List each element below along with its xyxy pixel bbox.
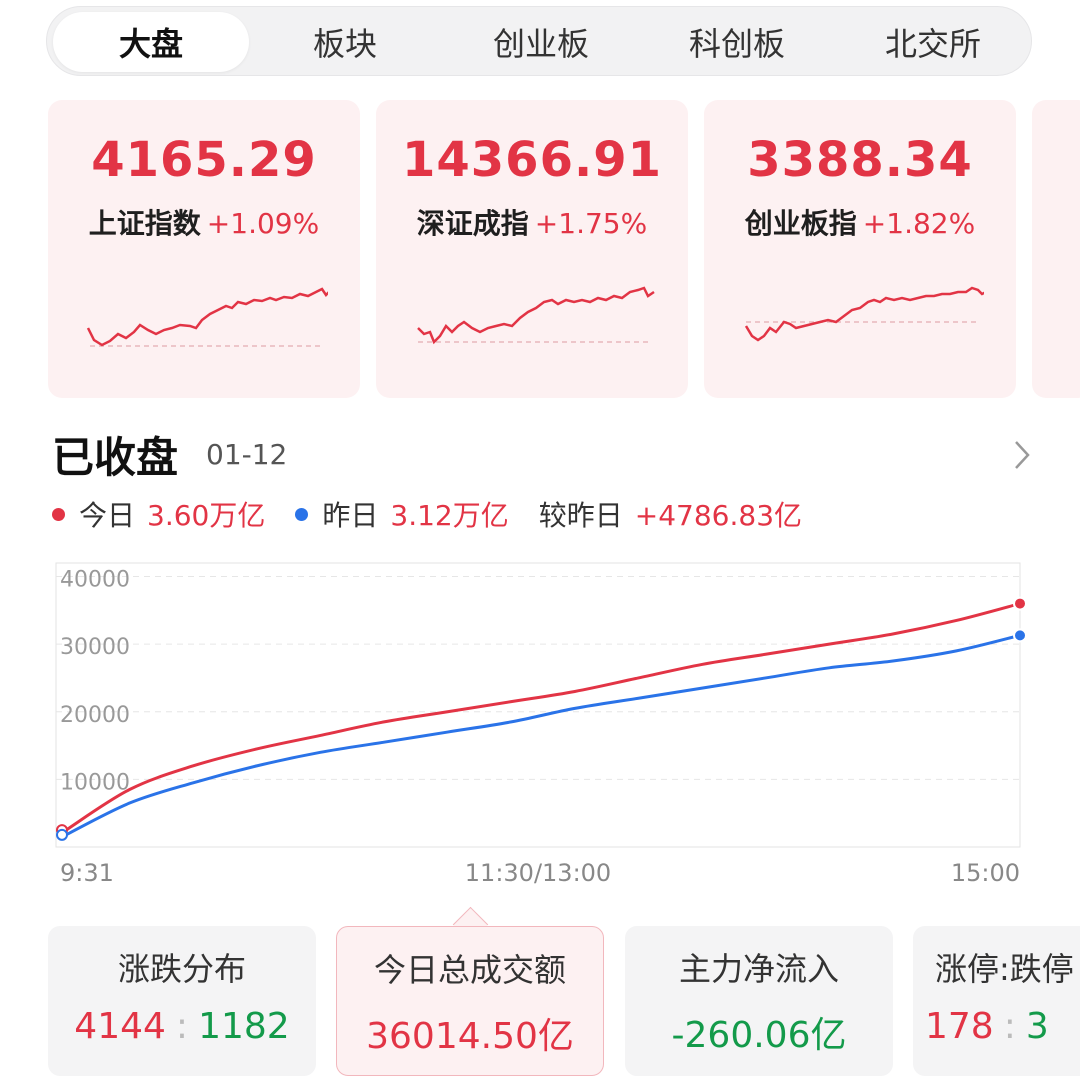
index-sparkline bbox=[744, 286, 984, 342]
turnover-legend: 今日 3.60万亿 昨日 3.12万亿 较昨日 +4786.83亿 bbox=[52, 494, 802, 534]
chart-frame bbox=[55, 562, 1021, 848]
index-card-partial[interactable] bbox=[1032, 100, 1080, 398]
stat-title: 涨停:跌停 bbox=[935, 950, 1074, 988]
index-sparkline bbox=[417, 286, 655, 345]
legend-today-label: 今日 bbox=[79, 499, 136, 532]
tab-star-market[interactable]: 科创板 bbox=[688, 25, 785, 63]
stat-title: 今日总成交额 bbox=[373, 951, 566, 989]
y-tick-label: 20000 bbox=[60, 703, 130, 728]
y-tick-label: 40000 bbox=[60, 568, 130, 593]
series-end-point bbox=[1013, 628, 1027, 643]
index-sparkline bbox=[86, 287, 328, 347]
stat-title: 主力净流入 bbox=[678, 950, 839, 988]
stat-card-main-net-inflow[interactable]: 主力净流入 -260.06亿 bbox=[625, 926, 893, 1076]
index-change: +1.09% bbox=[206, 207, 320, 240]
y-tick-label: 10000 bbox=[60, 770, 130, 795]
market-status-title: 已收盘 bbox=[52, 433, 179, 482]
series-start-point bbox=[56, 828, 68, 841]
stat-card-total-turnover[interactable]: 今日总成交额 36014.50亿 bbox=[336, 926, 604, 1076]
legend-compare-value: +4786.83亿 bbox=[634, 499, 803, 532]
main-net-inflow-value: -260.06亿 bbox=[671, 1015, 847, 1056]
market-tab-bar: 大盘 板块 创业板 科创板 北交所 bbox=[46, 6, 1032, 76]
legend-today-value: 3.60万亿 bbox=[147, 499, 266, 532]
index-name: 深证成指 bbox=[416, 207, 529, 240]
tab-market-overview[interactable]: 大盘 bbox=[53, 12, 249, 72]
limit-down-count: 3 bbox=[1025, 1006, 1049, 1047]
stat-card-limit-up-down[interactable]: 涨停:跌停 178:3 bbox=[913, 926, 1080, 1076]
index-price: 4165.29 bbox=[91, 132, 317, 188]
legend-yesterday-label: 昨日 bbox=[322, 499, 379, 532]
index-name: 创业板指 bbox=[744, 207, 857, 240]
index-card-chinext[interactable]: 3388.34 创业板指 +1.82% bbox=[704, 100, 1016, 398]
turnover-chart[interactable]: 10000 20000 30000 40000 9:31 11:30/13:00 15:0… bbox=[0, 555, 1080, 895]
index-card-szse[interactable]: 14366.91 深证成指 +1.75% bbox=[376, 100, 688, 398]
stat-card-advance-decline[interactable]: 涨跌分布 4144:1182 bbox=[48, 926, 316, 1076]
yesterday-turnover-line bbox=[65, 633, 1021, 837]
decliners-count: 1182 bbox=[198, 1006, 290, 1047]
yesterday-dot-icon bbox=[295, 507, 309, 521]
total-turnover-value: 36014.50亿 bbox=[366, 1016, 574, 1057]
x-tick-label: 9:31 bbox=[60, 859, 114, 887]
index-sparkline bbox=[1032, 270, 1062, 360]
market-status-date: 01-12 bbox=[206, 438, 288, 471]
y-tick-label: 30000 bbox=[60, 635, 130, 660]
x-tick-label: 15:00 bbox=[951, 859, 1020, 887]
legend-yesterday-value: 3.12万亿 bbox=[390, 499, 509, 532]
index-price: 3388.34 bbox=[747, 132, 973, 188]
legend-compare-label: 较昨日 bbox=[538, 499, 623, 532]
today-dot-icon bbox=[52, 507, 65, 521]
index-card-sse[interactable]: 4165.29 上证指数 +1.09% bbox=[48, 100, 360, 398]
index-change: +1.75% bbox=[534, 207, 648, 240]
chevron-right-icon[interactable] bbox=[1010, 438, 1034, 472]
advancers-count: 4144 bbox=[74, 1006, 166, 1047]
index-name: 上证指数 bbox=[88, 207, 201, 240]
tab-bse[interactable]: 北交所 bbox=[884, 25, 981, 63]
index-change: +1.82% bbox=[862, 207, 976, 240]
limit-up-count: 178 bbox=[925, 1006, 994, 1047]
today-turnover-line bbox=[65, 602, 1021, 832]
tab-sectors[interactable]: 板块 bbox=[312, 25, 377, 63]
x-tick-label: 11:30/13:00 bbox=[465, 859, 611, 887]
index-price: 14366.91 bbox=[401, 132, 663, 188]
tab-chinext[interactable]: 创业板 bbox=[492, 25, 589, 63]
series-end-point bbox=[1013, 596, 1027, 611]
stat-title: 涨跌分布 bbox=[117, 950, 246, 988]
